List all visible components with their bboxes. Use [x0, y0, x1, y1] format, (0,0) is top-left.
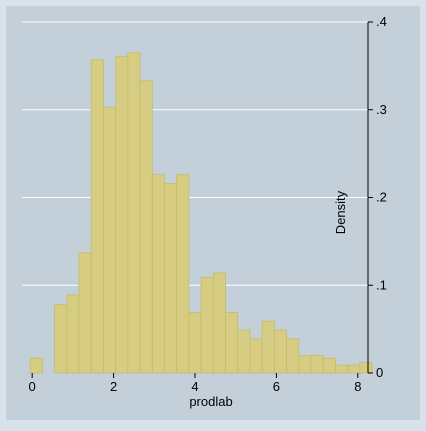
histogram-bar [273, 329, 287, 374]
histogram-bar [225, 312, 239, 374]
histogram-bar [54, 304, 68, 374]
y-axis-ticks: 0 .1 .2 .3 .4 [368, 14, 387, 380]
histogram-bar [359, 362, 373, 374]
histogram-bar [115, 55, 129, 374]
histogram-bar [261, 320, 275, 374]
histogram-bar [176, 174, 190, 374]
histogram-bar [139, 80, 153, 374]
histogram-bar [103, 106, 117, 374]
histogram-bar [347, 364, 361, 374]
histogram-bar [310, 355, 324, 374]
histogram-bar [322, 357, 336, 374]
histogram-bar [286, 338, 300, 374]
histogram-bar [249, 338, 263, 374]
histogram-bar [188, 312, 202, 374]
histogram-bars [29, 52, 373, 374]
histogram-bar [90, 59, 104, 374]
x-axis-title: prodlab [189, 394, 232, 409]
histogram-bar [298, 355, 312, 374]
x-tick-label: 4 [191, 379, 198, 394]
x-axis-ticks: 0 2 4 6 8 [29, 373, 361, 394]
x-tick-label: 2 [110, 379, 117, 394]
y-tick-label: .1 [376, 277, 387, 292]
y-tick-label: .2 [376, 190, 387, 205]
y-tick-label: .3 [376, 102, 387, 117]
histogram-bar [237, 329, 251, 374]
histogram-bar [151, 174, 165, 374]
x-tick-label: 6 [273, 379, 280, 394]
histogram-bar [127, 52, 141, 374]
y-tick-label: .4 [376, 14, 387, 29]
histogram-bar [200, 276, 214, 374]
histogram-bar [164, 183, 178, 374]
x-tick-label: 0 [29, 379, 36, 394]
histogram-bar [78, 252, 92, 374]
histogram-bar [29, 357, 43, 374]
y-tick-label: 0 [376, 365, 383, 380]
histogram-bar [66, 294, 80, 374]
histogram-bar [335, 364, 349, 374]
x-tick-label: 8 [354, 379, 361, 394]
histogram-bar [212, 272, 226, 374]
y-axis-title: Density [333, 190, 348, 234]
